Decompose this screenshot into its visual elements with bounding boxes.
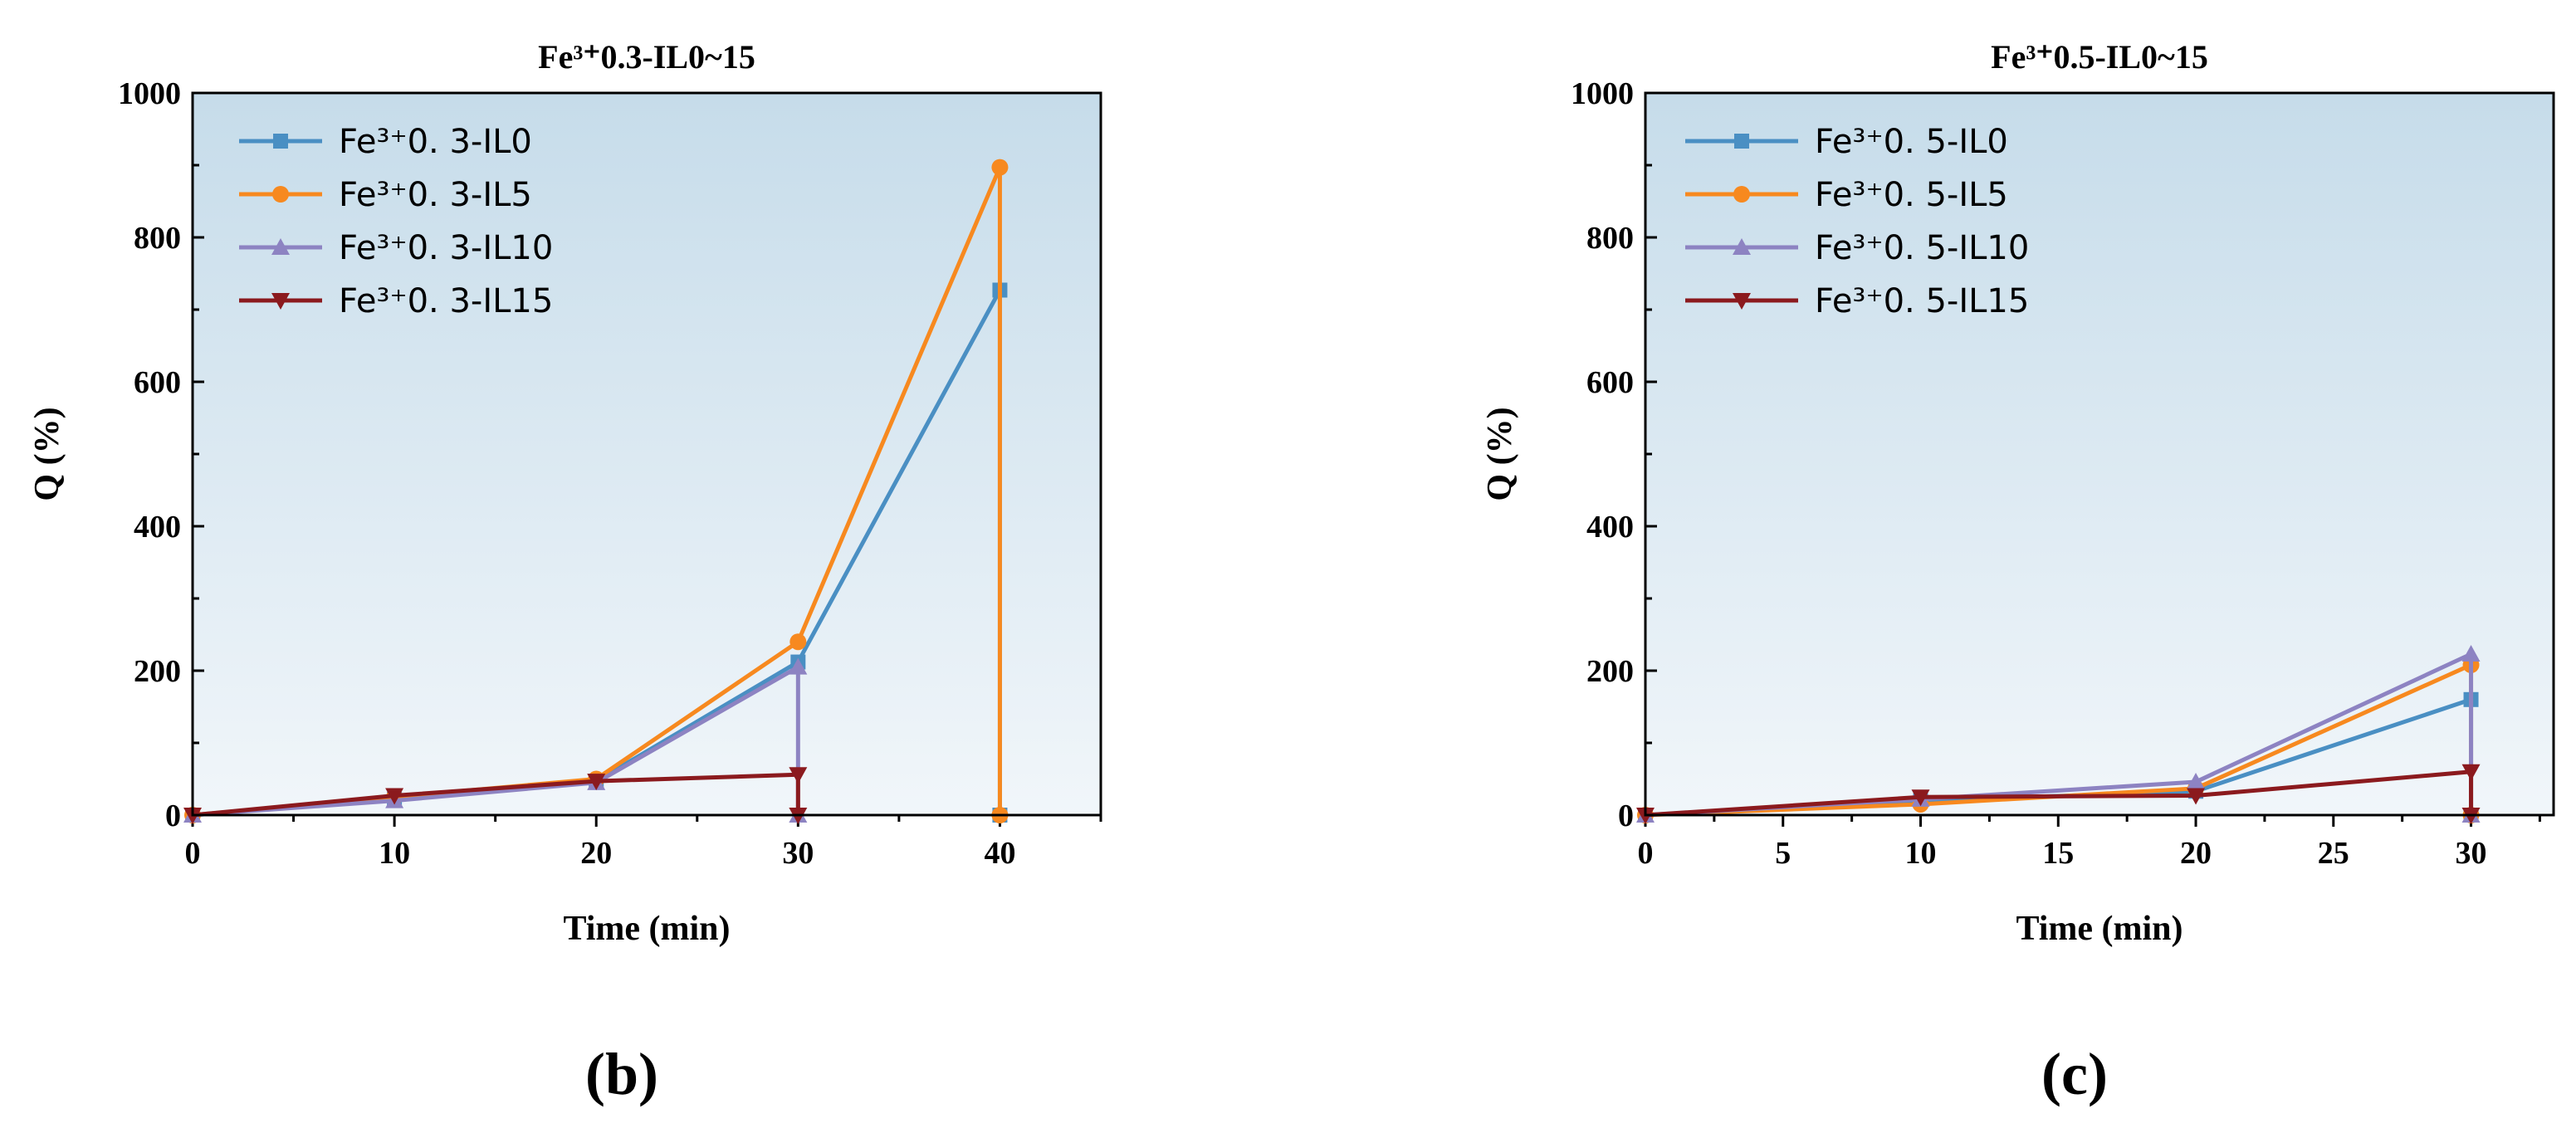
x-tick-label: 30 <box>2456 836 2487 871</box>
plot-area <box>193 93 1101 815</box>
data-point <box>789 657 808 675</box>
x-tick-label: 20 <box>2180 836 2212 871</box>
x-tick-label: 0 <box>185 836 201 871</box>
data-point <box>587 774 606 791</box>
data-point <box>789 633 807 651</box>
legend-label: Fe³⁺0. 3-IL10 <box>339 229 553 267</box>
x-tick-label: 25 <box>2318 836 2349 871</box>
series-line <box>192 665 799 818</box>
y-tick-label: 600 <box>134 365 181 400</box>
y-tick-label: 0 <box>1618 798 1634 833</box>
y-tick-label: 600 <box>1586 365 1634 400</box>
plot-area <box>1645 93 2554 815</box>
legend-swatch-marker <box>1733 293 1751 310</box>
y-tick-label: 1000 <box>118 76 181 111</box>
data-point <box>1911 789 1930 807</box>
legend-swatch-marker <box>271 238 290 255</box>
legend-item-0: Fe³⁺0. 5-IL0 <box>1685 123 2008 161</box>
legend-swatch-marker <box>271 293 290 310</box>
legend-item-3: Fe³⁺0. 3-IL15 <box>239 282 553 320</box>
x-axis-title: Time (min) <box>563 910 730 948</box>
data-point <box>789 767 808 784</box>
x-tick-label: 30 <box>782 836 814 871</box>
legend-swatch-marker <box>1733 238 1751 255</box>
legend-swatch-marker <box>1733 186 1750 203</box>
y-tick-label: 400 <box>1586 510 1634 545</box>
chart-panel-c: Fe³⁺0.5-IL0~15 0 200 400 600 800 1000 0 5 10 15 20 2… <box>1481 38 2555 1107</box>
legend-item-1: Fe³⁺0. 3-IL5 <box>239 176 532 214</box>
y-tick-label: 400 <box>134 510 181 545</box>
y-axis-title: Q (%) <box>28 407 66 501</box>
x-tick-label: 40 <box>984 836 1015 871</box>
panel-label: (c) <box>2041 1041 2108 1107</box>
y-tick-label: 200 <box>1586 654 1634 689</box>
x-tick-label: 15 <box>2042 836 2074 871</box>
x-tick-label: 0 <box>1638 836 1654 871</box>
y-tick-label: 1000 <box>1571 76 1634 111</box>
x-tick-label: 10 <box>379 836 410 871</box>
data-point <box>2461 764 2481 781</box>
legend-label: Fe³⁺0. 5-IL10 <box>1815 229 2029 267</box>
legend-item-2: Fe³⁺0. 5-IL10 <box>1685 229 2029 267</box>
legend-label: Fe³⁺0. 3-IL15 <box>339 282 553 320</box>
y-tick-label: 200 <box>134 654 181 689</box>
data-point <box>991 159 1009 176</box>
legend-label: Fe³⁺0. 3-IL0 <box>339 123 532 161</box>
chart-title: Fe³⁺0.5-IL0~15 <box>1991 38 2208 76</box>
axes-frame <box>1644 91 2555 817</box>
x-tick-label: 20 <box>580 836 612 871</box>
series-line <box>1645 769 2471 818</box>
y-tick-label: 0 <box>165 798 181 833</box>
axes-frame <box>191 91 1102 817</box>
chart-panel-b: Fe³⁺0.3-IL0~15 0 200 400 600 800 1000 0 10 20 30 40… <box>28 38 1102 1107</box>
panel-label: (b) <box>585 1041 658 1107</box>
legend-label: Fe³⁺0. 3-IL5 <box>339 176 532 214</box>
y-tick-label: 800 <box>1586 221 1634 256</box>
legend-label: Fe³⁺0. 5-IL0 <box>1815 123 2008 161</box>
y-tick-label: 800 <box>134 221 181 256</box>
legend-item-3: Fe³⁺0. 5-IL15 <box>1685 282 2029 320</box>
legend-item-0: Fe³⁺0. 3-IL0 <box>239 123 532 161</box>
legend-swatch-marker <box>272 186 289 203</box>
data-point <box>385 788 404 805</box>
data-point <box>2187 788 2206 805</box>
legend-item-2: Fe³⁺0. 3-IL10 <box>239 229 553 267</box>
chart-title: Fe³⁺0.3-IL0~15 <box>538 38 755 76</box>
legend-swatch-marker <box>273 134 288 149</box>
x-tick-label: 5 <box>1775 836 1791 871</box>
data-point <box>2461 644 2481 662</box>
series-line <box>192 772 799 818</box>
legend-label: Fe³⁺0. 5-IL5 <box>1815 176 2008 214</box>
legend-item-1: Fe³⁺0. 5-IL5 <box>1685 176 2008 214</box>
legend-label: Fe³⁺0. 5-IL15 <box>1815 282 2029 320</box>
y-axis-title: Q (%) <box>1481 407 1519 501</box>
x-tick-label: 10 <box>1905 836 1937 871</box>
data-point <box>2187 772 2206 789</box>
x-axis-title: Time (min) <box>2016 910 2183 948</box>
legend-swatch-marker <box>1734 134 1749 149</box>
